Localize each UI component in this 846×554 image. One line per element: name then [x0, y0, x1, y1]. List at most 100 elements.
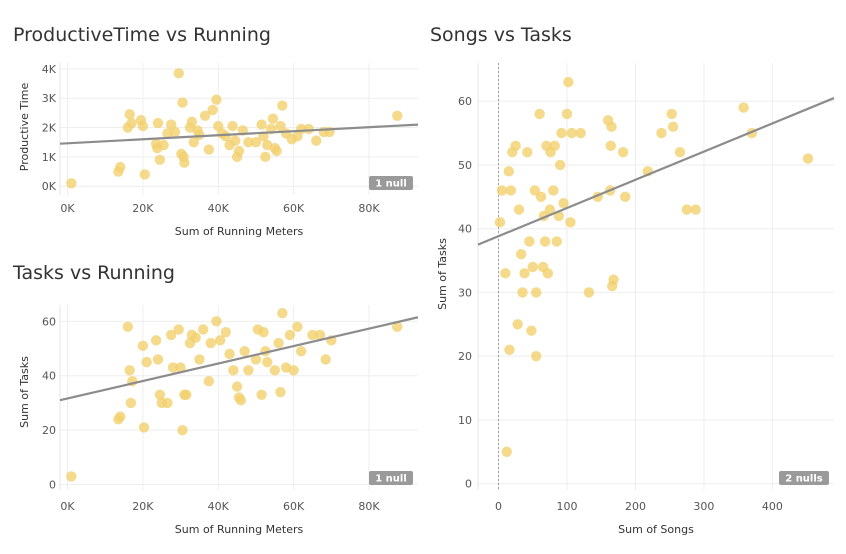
- data-point[interactable]: [530, 287, 542, 298]
- data-point[interactable]: [126, 117, 137, 129]
- data-point[interactable]: [231, 381, 243, 392]
- data-point[interactable]: [681, 204, 693, 215]
- data-point[interactable]: [515, 248, 527, 260]
- data-point[interactable]: [277, 100, 288, 111]
- data-point[interactable]: [542, 268, 554, 279]
- data-point[interactable]: [173, 68, 184, 79]
- data-point[interactable]: [566, 127, 577, 139]
- data-point[interactable]: [307, 329, 318, 341]
- data-point[interactable]: [563, 76, 574, 88]
- data-point[interactable]: [122, 321, 134, 332]
- data-point[interactable]: [273, 337, 284, 349]
- data-point[interactable]: [510, 140, 521, 152]
- data-point[interactable]: [256, 389, 267, 400]
- data-point[interactable]: [311, 135, 322, 146]
- null-count-badge[interactable]: 1 null: [369, 176, 413, 190]
- data-point[interactable]: [554, 159, 566, 171]
- data-point[interactable]: [267, 113, 279, 124]
- null-count-badge[interactable]: 1 null: [369, 471, 413, 485]
- data-point[interactable]: [198, 324, 209, 335]
- data-point[interactable]: [260, 151, 271, 163]
- data-point[interactable]: [558, 198, 569, 209]
- data-point[interactable]: [277, 307, 288, 319]
- trend-line[interactable]: [477, 97, 835, 246]
- data-point[interactable]: [501, 446, 512, 457]
- data-point[interactable]: [619, 191, 631, 203]
- data-point[interactable]: [243, 365, 254, 376]
- data-point[interactable]: [154, 154, 166, 165]
- data-point[interactable]: [203, 375, 215, 387]
- data-point[interactable]: [392, 110, 403, 122]
- data-point[interactable]: [188, 137, 199, 148]
- data-point[interactable]: [503, 166, 515, 177]
- data-point[interactable]: [512, 319, 523, 330]
- data-point[interactable]: [535, 191, 547, 203]
- trend-line[interactable]: [59, 123, 419, 145]
- data-point[interactable]: [250, 354, 262, 365]
- data-point[interactable]: [295, 346, 307, 357]
- data-point[interactable]: [177, 424, 188, 436]
- null-count-badge[interactable]: 2 nulls: [779, 471, 829, 485]
- data-point[interactable]: [173, 324, 184, 335]
- data-point[interactable]: [551, 236, 562, 247]
- data-point[interactable]: [275, 386, 286, 398]
- data-point[interactable]: [137, 120, 149, 132]
- data-point[interactable]: [115, 411, 126, 422]
- data-point[interactable]: [66, 471, 77, 482]
- data-point[interactable]: [211, 316, 222, 327]
- data-point[interactable]: [269, 365, 280, 376]
- data-point[interactable]: [544, 204, 556, 215]
- data-point[interactable]: [527, 261, 538, 273]
- data-point[interactable]: [179, 157, 190, 168]
- data-point[interactable]: [228, 365, 239, 376]
- data-point[interactable]: [256, 119, 267, 130]
- data-point[interactable]: [534, 108, 545, 120]
- data-point[interactable]: [275, 120, 286, 132]
- data-point[interactable]: [666, 108, 677, 120]
- data-point[interactable]: [199, 110, 211, 122]
- data-point[interactable]: [549, 140, 560, 152]
- data-point[interactable]: [548, 185, 559, 196]
- data-point[interactable]: [220, 327, 232, 338]
- data-point[interactable]: [162, 397, 173, 409]
- data-point[interactable]: [522, 147, 533, 158]
- data-point[interactable]: [530, 350, 542, 362]
- data-point[interactable]: [496, 185, 508, 196]
- data-point[interactable]: [494, 217, 506, 228]
- data-point[interactable]: [138, 422, 150, 433]
- data-point[interactable]: [158, 139, 169, 151]
- data-point[interactable]: [165, 329, 177, 341]
- data-point[interactable]: [519, 268, 530, 279]
- data-point[interactable]: [139, 169, 150, 180]
- data-point[interactable]: [194, 354, 205, 365]
- data-point[interactable]: [207, 104, 218, 116]
- data-point[interactable]: [152, 117, 164, 129]
- data-point[interactable]: [243, 137, 254, 148]
- data-point[interactable]: [583, 287, 595, 298]
- data-point[interactable]: [235, 395, 247, 406]
- data-point[interactable]: [224, 348, 235, 360]
- data-point[interactable]: [258, 327, 269, 338]
- data-point[interactable]: [66, 178, 77, 189]
- data-point[interactable]: [262, 356, 273, 368]
- data-point[interactable]: [137, 340, 149, 352]
- data-point[interactable]: [539, 236, 551, 247]
- data-point[interactable]: [175, 362, 186, 373]
- data-point[interactable]: [320, 354, 331, 365]
- data-point[interactable]: [214, 335, 226, 346]
- data-point[interactable]: [656, 127, 667, 139]
- data-point[interactable]: [608, 274, 619, 285]
- data-point[interactable]: [674, 147, 686, 158]
- data-point[interactable]: [227, 120, 238, 132]
- data-point[interactable]: [124, 365, 135, 376]
- data-point[interactable]: [186, 116, 198, 127]
- data-point[interactable]: [169, 126, 181, 138]
- data-point[interactable]: [505, 185, 517, 196]
- data-point[interactable]: [513, 204, 525, 215]
- data-point[interactable]: [125, 397, 137, 409]
- data-point[interactable]: [124, 109, 135, 120]
- data-point[interactable]: [205, 337, 216, 349]
- data-point[interactable]: [565, 217, 576, 228]
- data-point[interactable]: [150, 335, 162, 346]
- data-point[interactable]: [211, 94, 222, 105]
